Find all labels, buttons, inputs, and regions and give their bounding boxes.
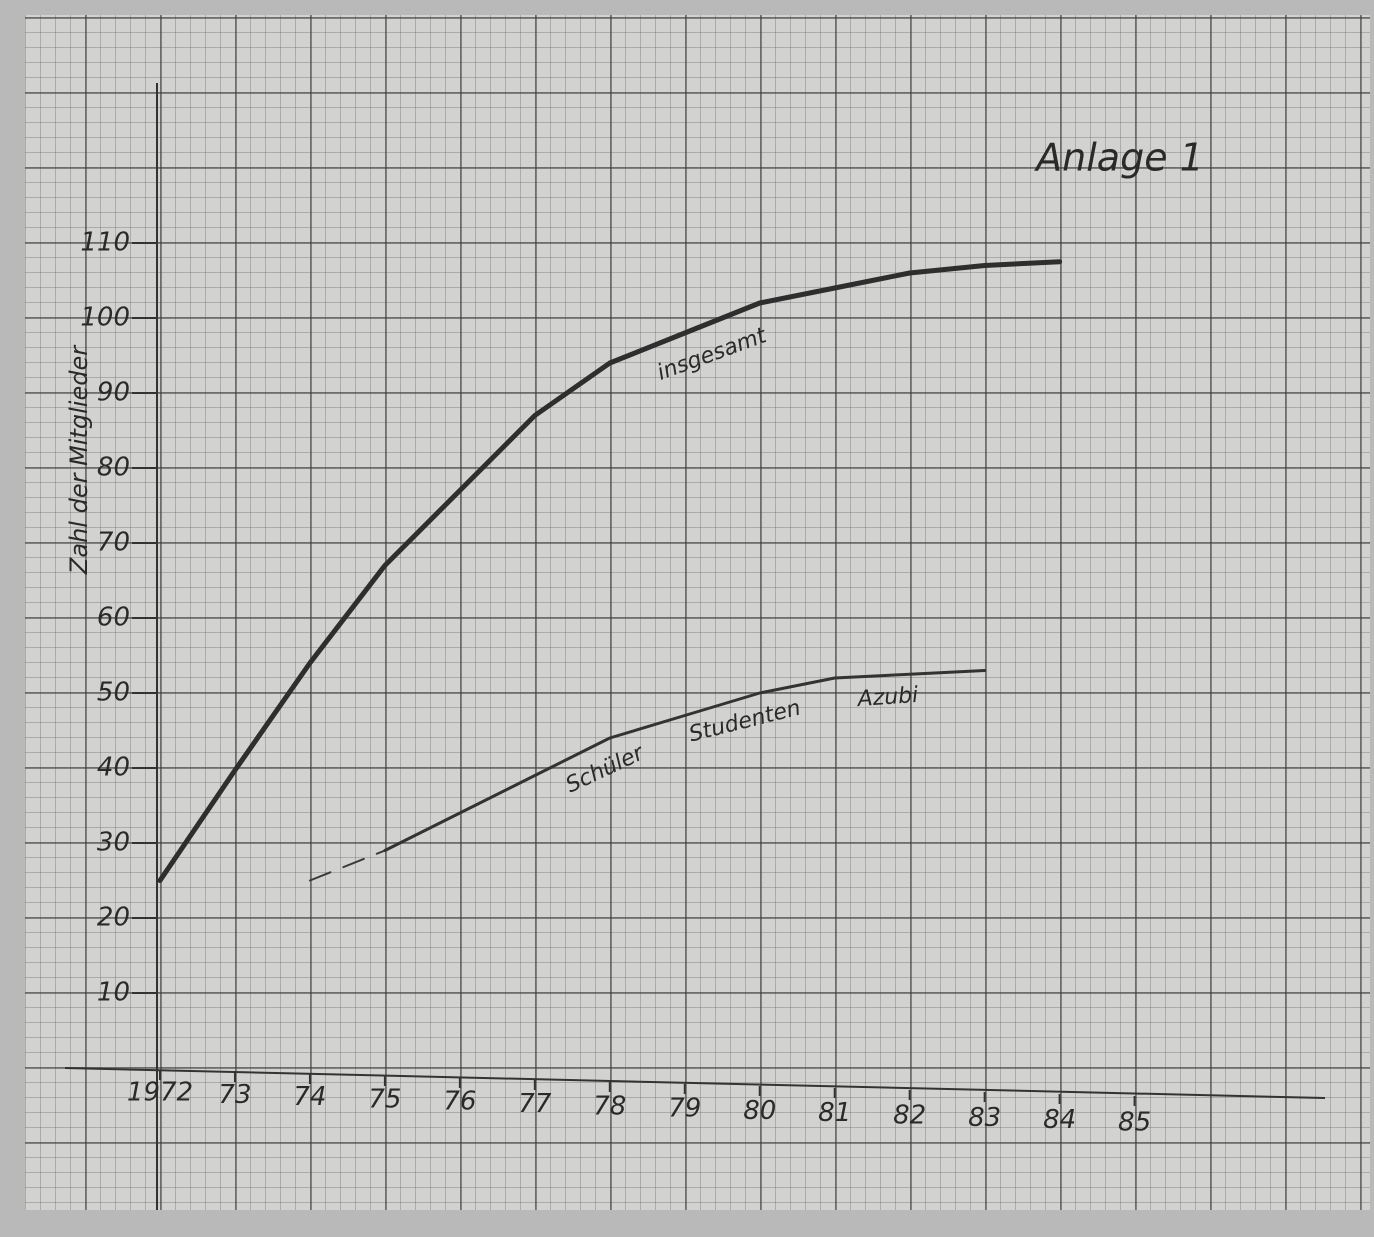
data-line: [310, 851, 385, 881]
series-label: insgesamt: [654, 323, 771, 386]
x-tick-label: 74: [293, 1082, 326, 1112]
y-tick-label: 100: [80, 303, 130, 333]
x-tick-label: 81: [818, 1098, 851, 1128]
x-tick-label: 80: [743, 1096, 776, 1126]
annotation: Studenten: [687, 696, 804, 748]
x-tick-label: 82: [893, 1101, 926, 1131]
y-tick-label: 90: [97, 378, 130, 408]
annotation: Azubi: [855, 683, 919, 712]
x-tick-label: 75: [368, 1084, 401, 1114]
x-tick-label: 77: [518, 1089, 552, 1119]
y-axis-label: Zahl der Mitglieder: [65, 344, 93, 575]
data-line: [160, 262, 1060, 881]
x-tick-label: 84: [1043, 1105, 1076, 1135]
y-tick-label: 30: [97, 828, 130, 858]
y-tick-label: 60: [97, 603, 130, 633]
y-tick-label: 20: [97, 903, 130, 933]
x-tick-label: 85: [1118, 1107, 1151, 1137]
x-tick-label: 79: [668, 1094, 701, 1124]
y-tick-label: 40: [97, 753, 130, 783]
x-tick-label: 1972: [127, 1078, 193, 1108]
x-tick-label: 73: [218, 1080, 251, 1110]
x-tick-label: 76: [443, 1087, 476, 1117]
y-tick-label: 80: [97, 453, 130, 483]
x-tick-label: 78: [593, 1091, 626, 1121]
chart-title: Anlage 1: [1033, 136, 1204, 180]
y-tick-label: 10: [97, 978, 130, 1008]
x-tick-label: 83: [968, 1103, 1001, 1133]
y-tick-label: 110: [80, 228, 130, 258]
y-tick-label: 70: [97, 528, 130, 558]
annotation: Schüler: [562, 740, 649, 798]
y-tick-label: 50: [97, 678, 130, 708]
page: Anlage 1 Zahl der Mitglieder 10 20 30 40 50 6…: [0, 0, 1374, 1237]
chart: Anlage 1 Zahl der Mitglieder 10 20 30 40 50 6…: [0, 0, 1374, 1237]
